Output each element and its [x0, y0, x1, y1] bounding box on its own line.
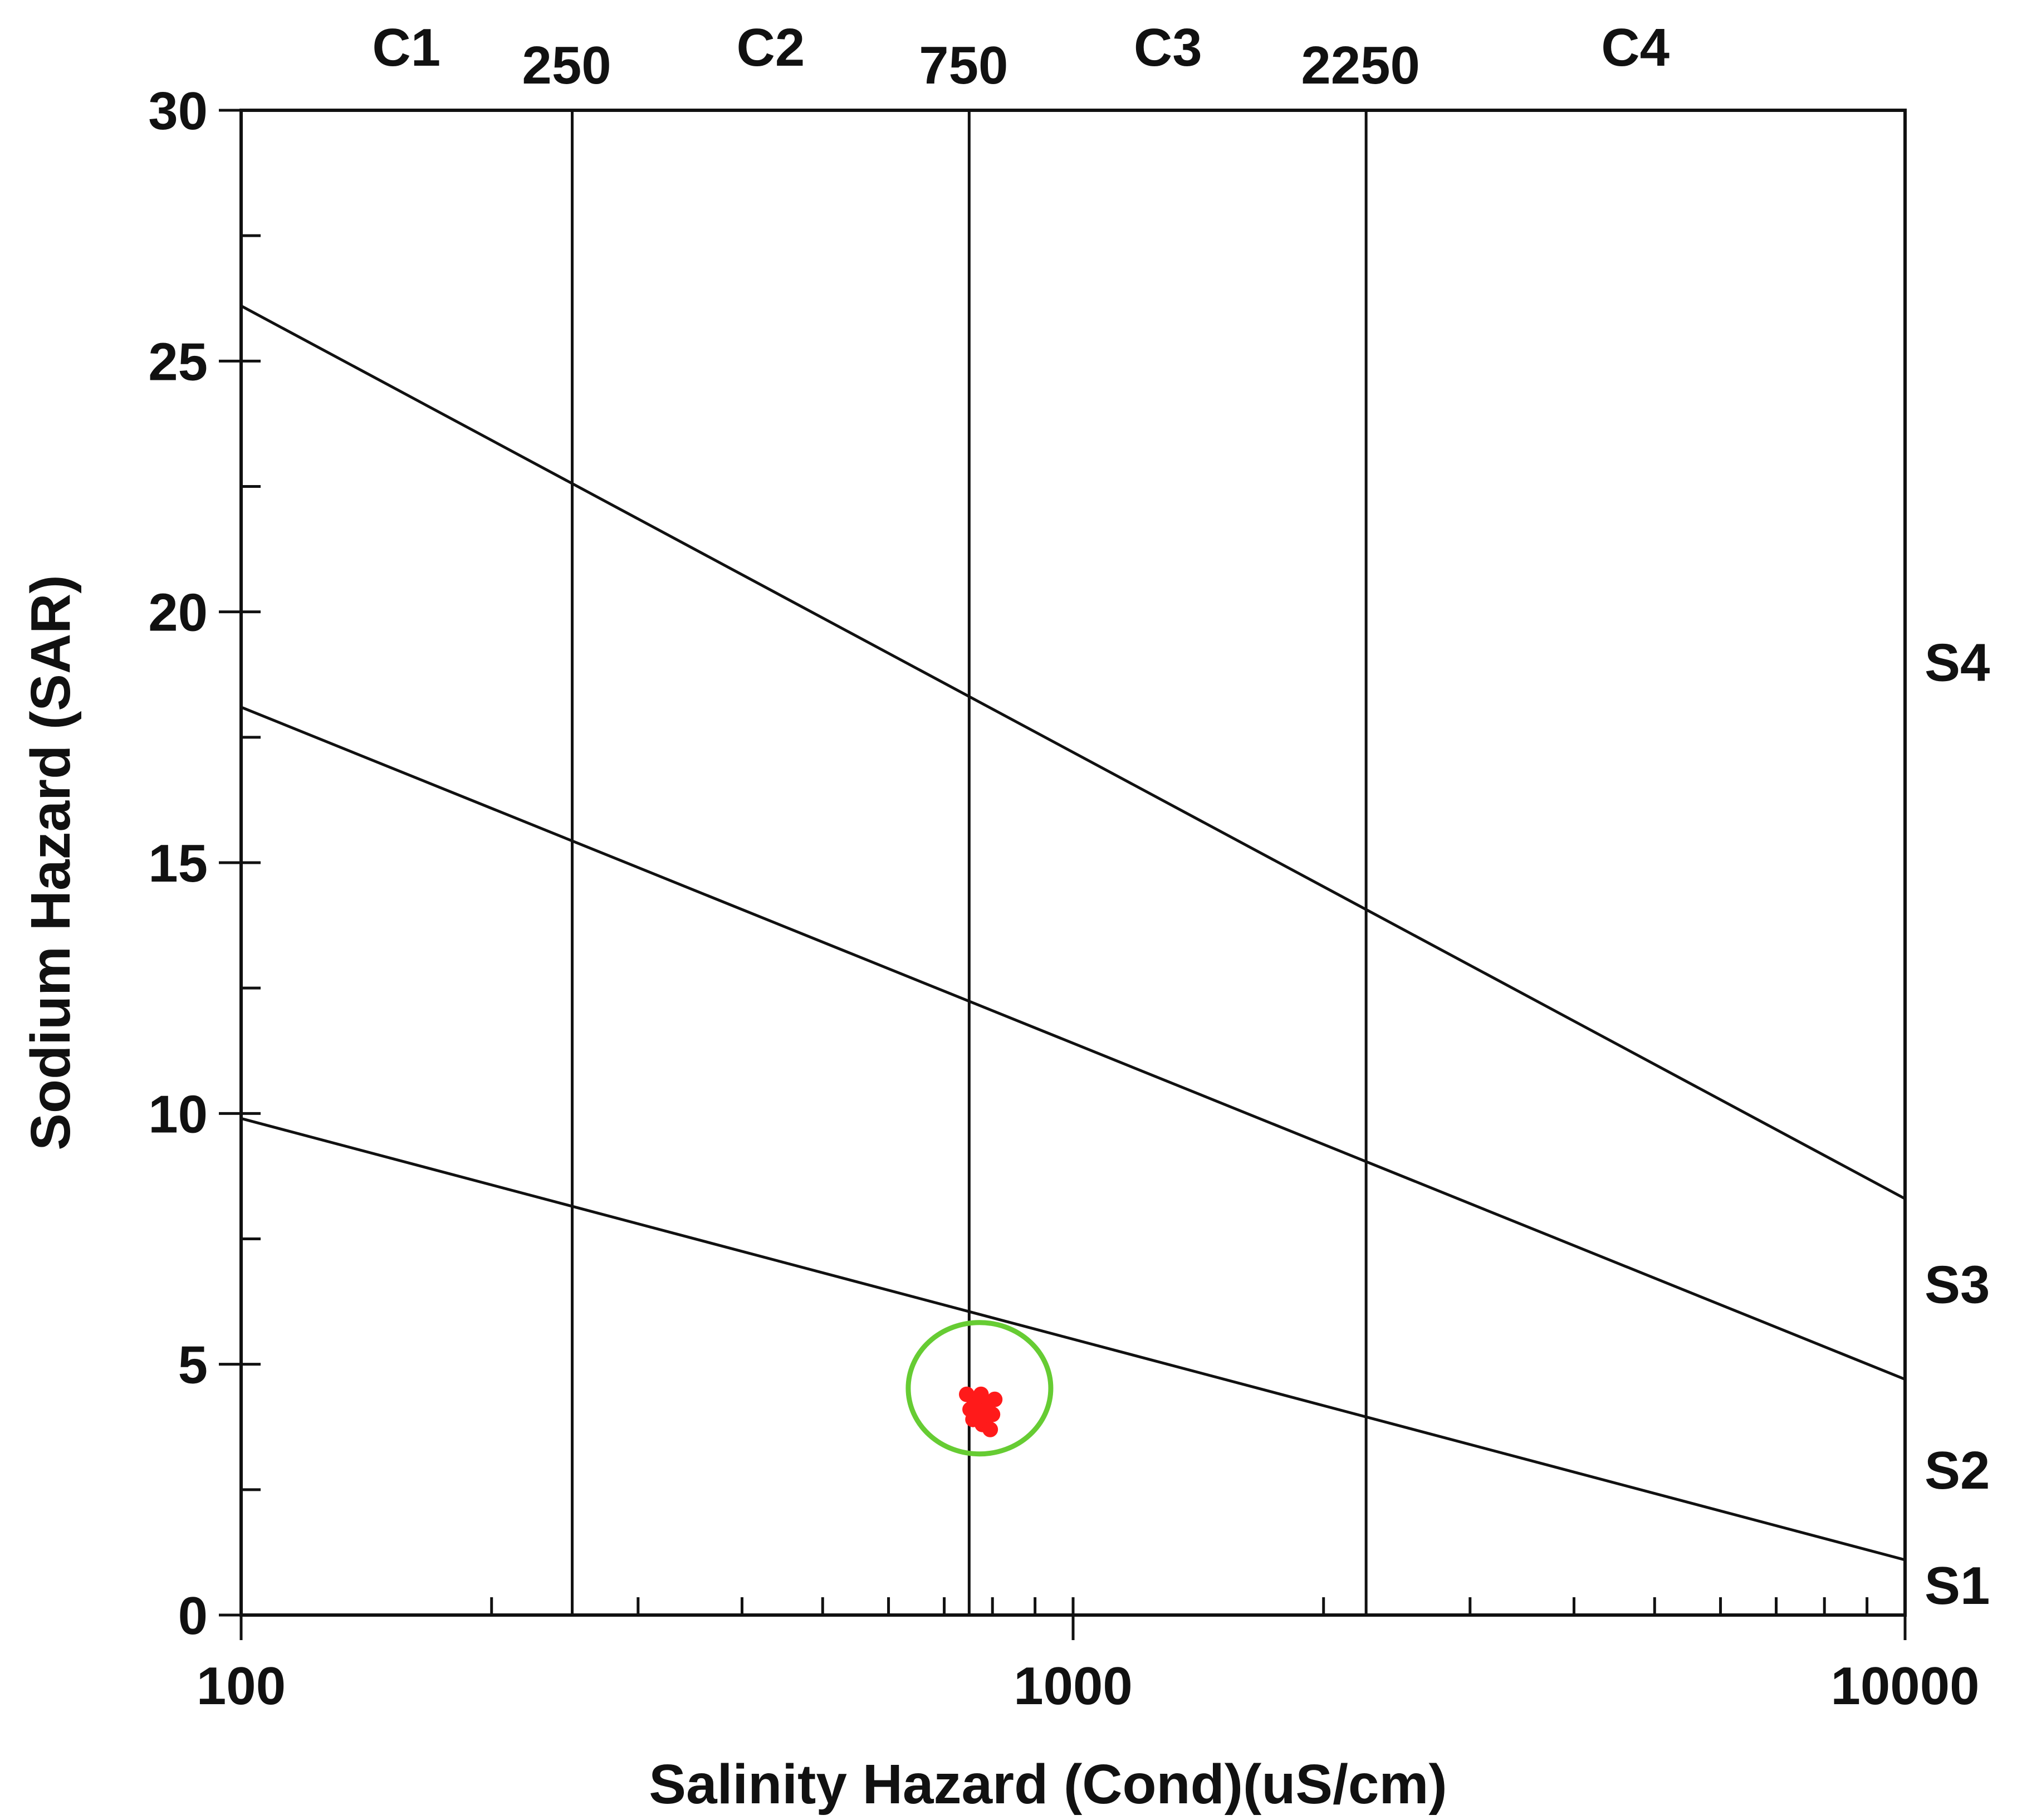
x-tick-label: 1000 — [1014, 1656, 1133, 1716]
sodium-boundary-line — [240, 305, 1906, 1200]
y-tick-label: 10 — [148, 1084, 208, 1144]
sodium-class-label: S3 — [1925, 1255, 1990, 1315]
data-point — [965, 1411, 981, 1427]
y-tick-label: 25 — [148, 332, 208, 392]
y-tick-label: 15 — [148, 834, 208, 893]
sodium-class-label: S2 — [1925, 1441, 1990, 1500]
salinity-class-label: C2 — [737, 18, 805, 77]
salinity-class-label: C3 — [1134, 18, 1202, 77]
salinity-class-label: C4 — [1601, 18, 1670, 77]
sodium-boundary-line — [241, 1117, 1906, 1562]
sodium-class-label: S1 — [1925, 1556, 1990, 1616]
y-tick-label: 0 — [178, 1586, 208, 1646]
salinity-class-label: C1 — [372, 18, 440, 77]
plot-frame — [239, 109, 1907, 1617]
y-axis-title: Sodium Hazard (SAR) — [19, 575, 82, 1150]
y-tick-label: 5 — [178, 1335, 208, 1395]
highlight-circle — [905, 1320, 1054, 1457]
salinity-boundary-label: 250 — [522, 36, 611, 95]
y-tick-label: 30 — [148, 81, 208, 141]
data-point — [979, 1401, 995, 1417]
x-axis-title: Salinity Hazard (Cond)(uS/cm) — [649, 1753, 1447, 1816]
x-tick-label: 100 — [197, 1656, 286, 1716]
data-point — [982, 1421, 998, 1437]
sodium-class-label: S4 — [1925, 633, 1990, 693]
y-tick-label: 20 — [148, 583, 208, 643]
salinity-boundary-label: 750 — [919, 36, 1008, 95]
sodium-boundary-line — [241, 706, 1906, 1381]
x-tick-label: 10000 — [1831, 1656, 1980, 1716]
salinity-boundary-label: 2250 — [1301, 36, 1420, 95]
